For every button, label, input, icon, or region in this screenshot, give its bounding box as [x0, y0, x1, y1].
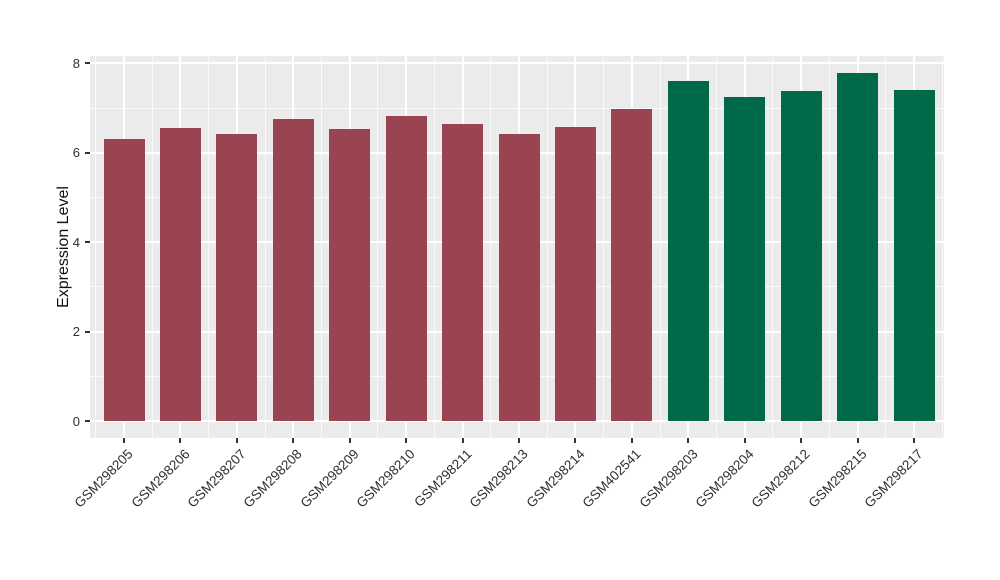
bar-GSM298217 [893, 90, 935, 421]
x-tick-label: GSM298214 [523, 446, 588, 511]
gridline-vertical-minor [208, 56, 210, 438]
gridline-vertical-minor [95, 56, 97, 438]
y-tick-label: 2 [72, 324, 80, 340]
x-tick-label: GSM298211 [410, 446, 475, 510]
x-tick-label: GSM298208 [240, 446, 306, 511]
bar-GSM298210 [385, 116, 427, 421]
gridline-horizontal-major [90, 420, 944, 422]
x-tick-mark [461, 438, 464, 443]
gridline-vertical-minor [321, 56, 322, 438]
x-tick-label: GSM298212 [748, 446, 814, 511]
x-tick-label: GSM298206 [128, 446, 193, 511]
x-tick-label: GSM298213 [466, 446, 531, 511]
x-tick-label: GSM298204 [692, 446, 757, 511]
bar-GSM298206 [159, 128, 201, 421]
x-tick-label: GSM298203 [635, 446, 701, 511]
x-tick-mark [123, 438, 125, 443]
x-tick-mark [800, 438, 803, 443]
gridline-vertical-minor [377, 56, 379, 438]
x-tick-mark [235, 438, 238, 443]
gridline-vertical-minor [433, 56, 435, 438]
bar-GSM298209 [329, 128, 371, 421]
gridline-vertical-minor [772, 56, 774, 438]
x-tick-label: GSM298205 [71, 446, 136, 511]
x-tick-mark [743, 438, 746, 443]
gridline-horizontal-major [90, 62, 944, 65]
bar-GSM402541 [611, 108, 653, 421]
gridline-vertical-minor [603, 56, 605, 438]
y-tick-mark [85, 420, 90, 422]
x-tick-mark [574, 438, 577, 443]
bar-GSM298207 [216, 133, 258, 421]
bar-GSM298213 [498, 133, 540, 421]
x-tick-label: GSM298217 [861, 446, 926, 511]
y-tick-mark [85, 62, 90, 65]
bar-GSM298204 [724, 96, 766, 421]
y-tick-mark [85, 330, 90, 333]
y-tick-label: 4 [72, 234, 80, 250]
bar-GSM298208 [272, 118, 314, 421]
bar-GSM298212 [780, 90, 822, 421]
x-tick-mark [405, 438, 408, 443]
gridline-vertical-minor [546, 56, 548, 438]
bar-GSM298215 [837, 73, 879, 421]
bar-GSM298211 [442, 124, 484, 421]
plot-panel [90, 56, 944, 438]
x-tick-mark [348, 438, 351, 443]
gridline-vertical-minor [264, 56, 266, 438]
y-tick-mark [85, 241, 90, 244]
gridline-vertical-minor [659, 56, 661, 438]
x-tick-mark [179, 438, 182, 443]
x-tick-label: GSM298209 [297, 446, 362, 511]
x-tick-mark [913, 438, 916, 443]
x-tick-label: GSM298207 [184, 446, 249, 511]
gridline-horizontal-minor [90, 107, 944, 109]
y-tick-mark [85, 151, 90, 154]
gridline-vertical-minor [885, 56, 887, 438]
bar-GSM298205 [103, 138, 145, 421]
gridline-vertical-minor [151, 56, 153, 438]
bar-GSM298214 [554, 126, 596, 421]
x-tick-label: GSM402541 [579, 446, 644, 511]
gridline-vertical-minor [941, 56, 943, 438]
gridline-vertical-minor [716, 56, 717, 438]
x-tick-mark [518, 438, 520, 443]
y-tick-label: 6 [72, 145, 80, 161]
x-tick-mark [856, 438, 859, 443]
gridline-vertical-minor [828, 56, 830, 438]
bar-GSM298203 [667, 81, 709, 421]
x-tick-mark [292, 438, 295, 443]
x-tick-mark [687, 438, 690, 443]
gridline-vertical-minor [490, 56, 492, 438]
x-tick-mark [630, 438, 633, 443]
x-tick-label: GSM298210 [353, 446, 419, 511]
y-tick-label: 8 [72, 55, 80, 71]
x-tick-label: GSM298215 [805, 446, 870, 511]
y-tick-label: 0 [72, 413, 80, 429]
